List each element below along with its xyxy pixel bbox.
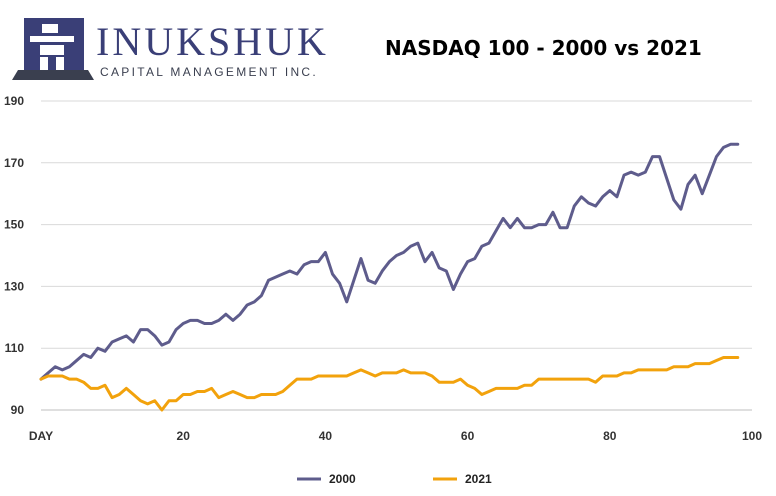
x-tick-label: 60	[461, 429, 475, 443]
logo-tagline: CAPITAL MANAGEMENT INC.	[100, 65, 318, 79]
y-tick-label: 90	[11, 403, 25, 417]
series-line-2021	[39, 355, 740, 412]
inukshuk-logo: INUKSHUK CAPITAL MANAGEMENT INC.	[12, 18, 329, 80]
x-tick-label: 100	[742, 429, 762, 443]
legend-label-2021: 2021	[465, 472, 492, 486]
y-tick-label: 170	[4, 156, 24, 170]
x-tick-label: 40	[319, 429, 333, 443]
series-line-2000	[39, 142, 740, 381]
x-tick-label: 20	[177, 429, 191, 443]
inukshuk-figure-icon	[12, 18, 94, 80]
x-axis-label: DAY	[29, 429, 53, 443]
y-tick-label: 150	[4, 218, 24, 232]
chart-title: NASDAQ 100 - 2000 vs 2021	[385, 36, 702, 60]
x-tick-label: 80	[603, 429, 617, 443]
y-tick-label: 190	[4, 94, 24, 108]
legend-label-2000: 2000	[329, 472, 356, 486]
y-tick-label: 130	[4, 279, 24, 293]
logo-name: INUKSHUK	[96, 19, 329, 64]
y-tick-label: 110	[5, 341, 25, 355]
